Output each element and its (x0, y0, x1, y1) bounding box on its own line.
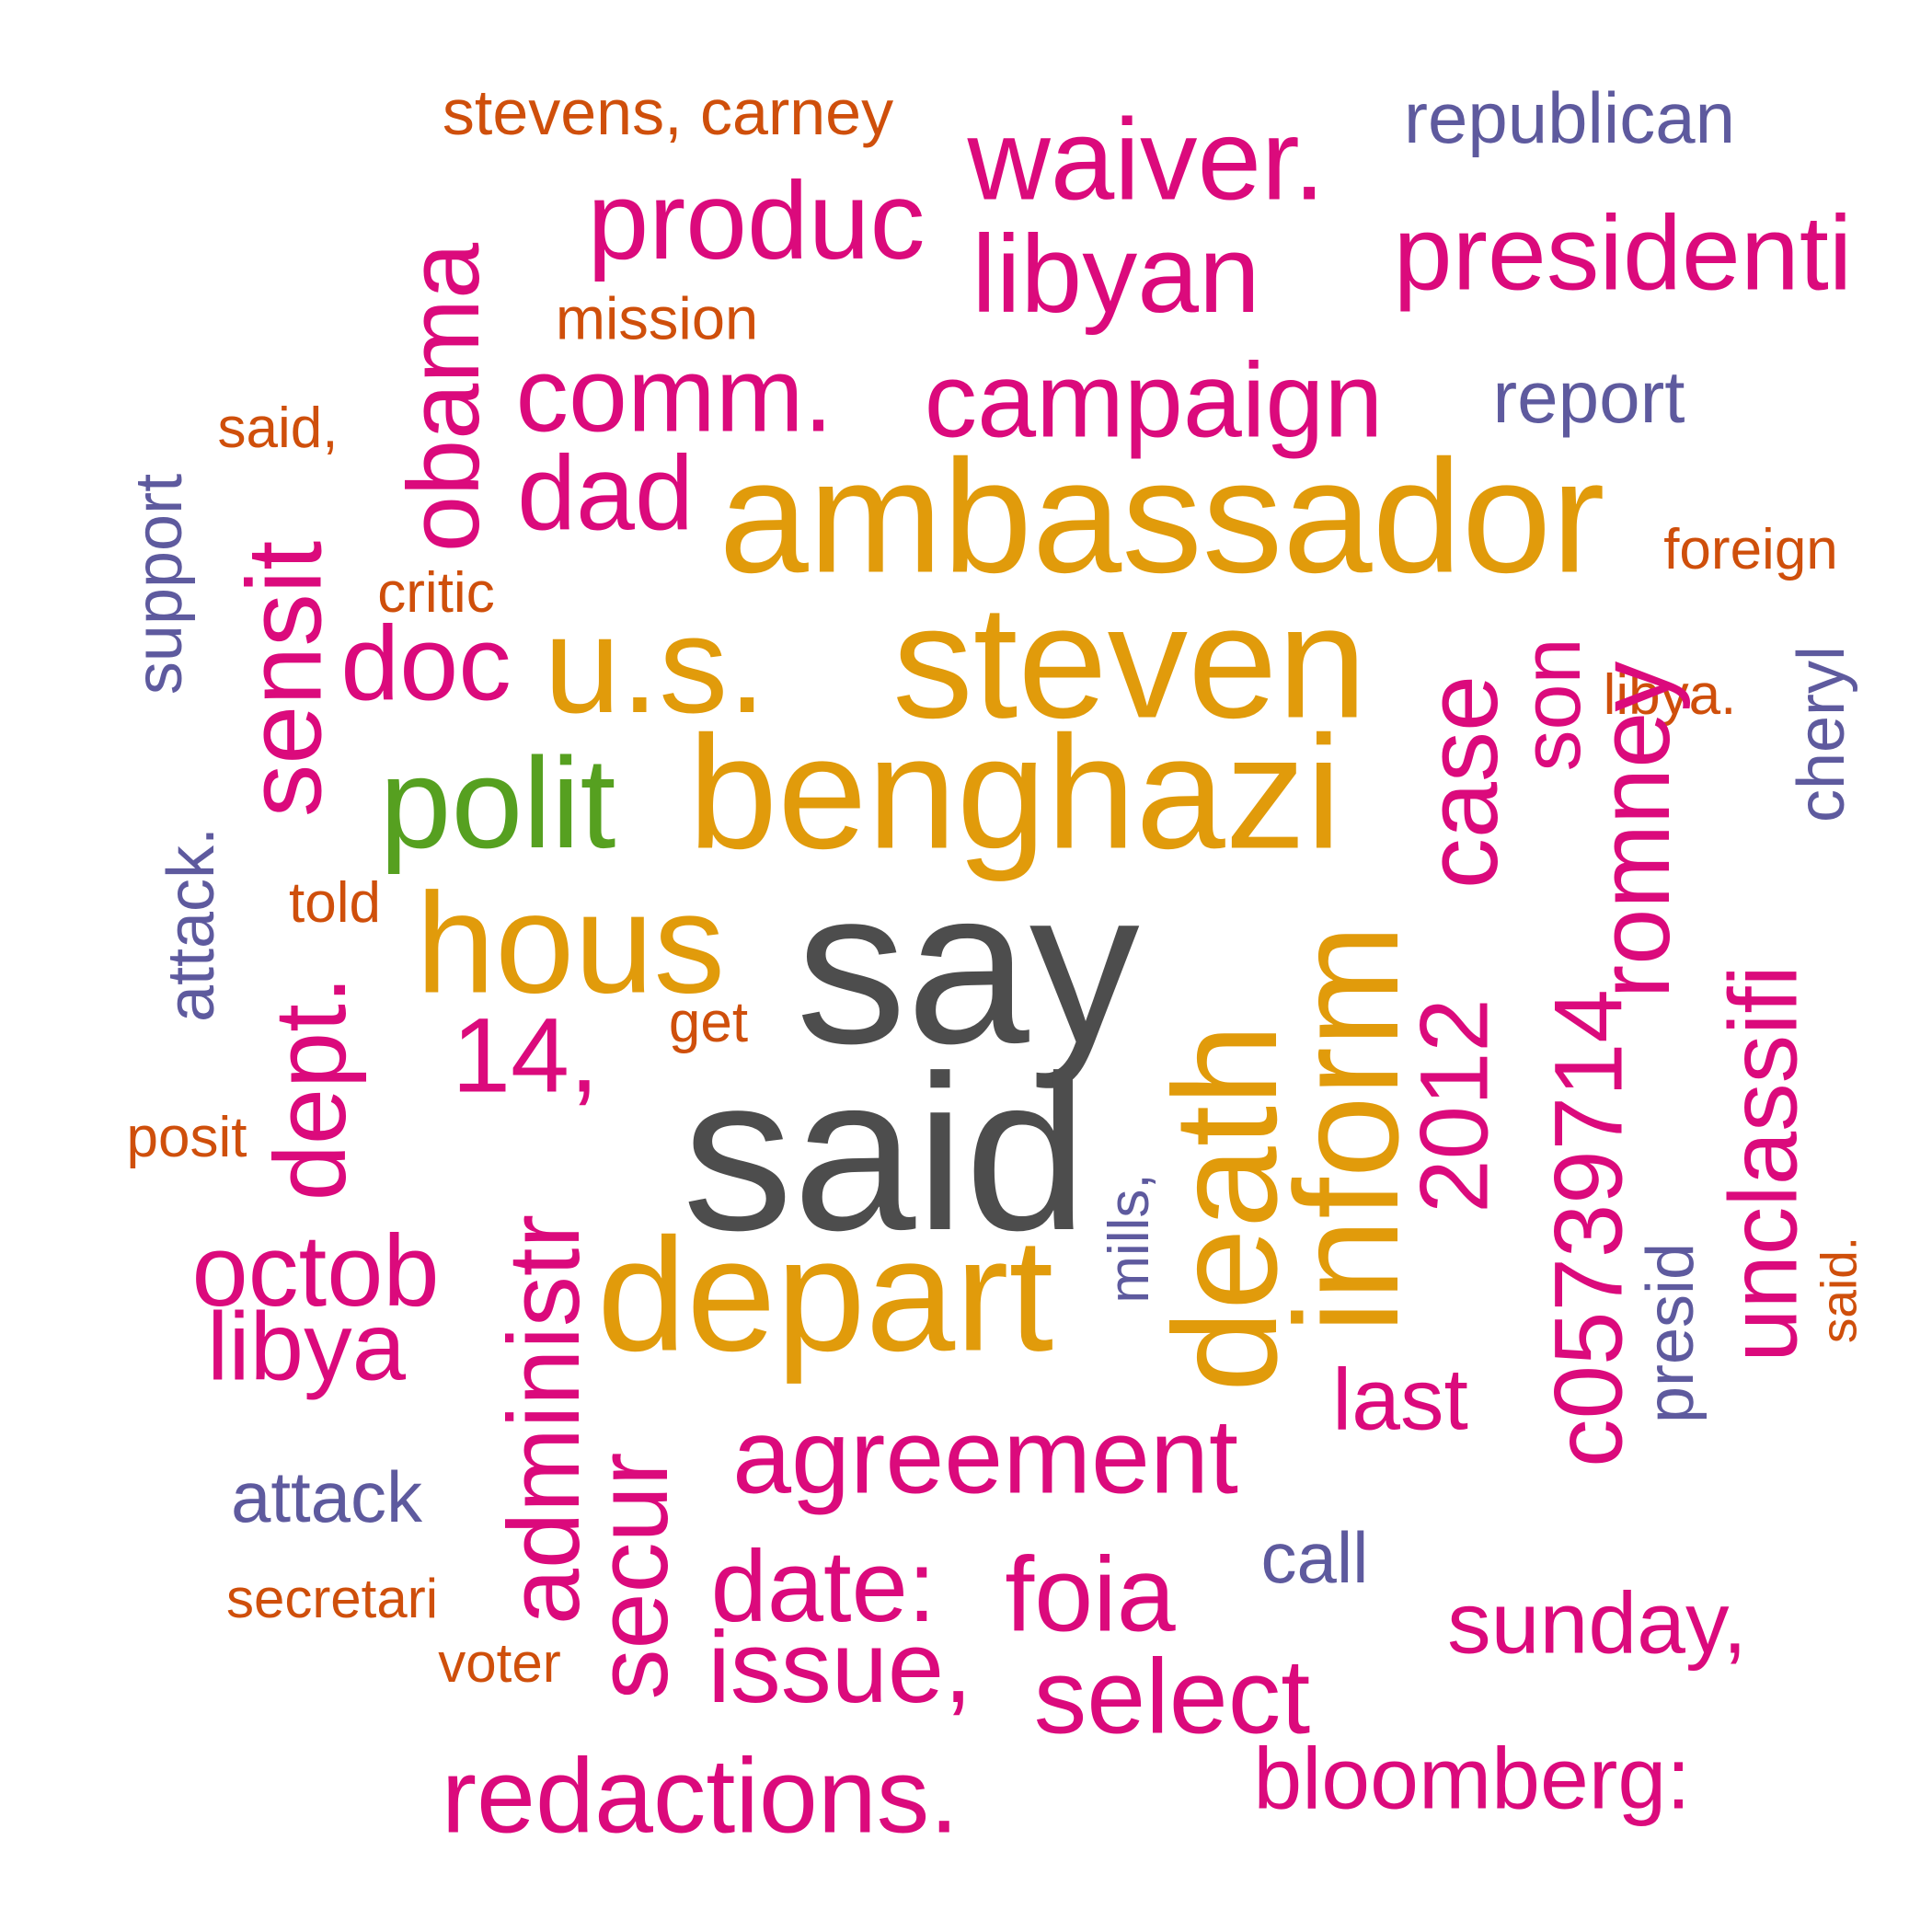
cloud-word: redactions. (441, 1737, 960, 1856)
cloud-word: told (289, 871, 381, 935)
cloud-word: sensit (225, 540, 344, 818)
cloud-word: u.s. (544, 587, 766, 742)
cloud-word: inform (1264, 924, 1429, 1334)
cloud-word: sunday, (1447, 1574, 1747, 1673)
cloud-word: republican (1404, 77, 1735, 158)
cloud-word: case (1406, 674, 1519, 890)
cloud-word: libya (207, 1293, 406, 1401)
cloud-word: octob (191, 1214, 440, 1328)
cloud-word: posit (126, 1106, 247, 1169)
cloud-word: 2012 (1400, 998, 1509, 1213)
cloud-word: romney (1578, 661, 1691, 999)
cloud-word: campaign (924, 341, 1384, 460)
cloud-word: call (1260, 1517, 1369, 1598)
cloud-word: say (796, 843, 1140, 1089)
cloud-word: libyan (972, 213, 1260, 336)
cloud-word: foia (1005, 1535, 1176, 1654)
cloud-word: doc (340, 604, 512, 723)
cloud-word: comm. (515, 336, 834, 454)
cloud-word: critic (377, 561, 495, 625)
cloud-word: presidenti (1393, 194, 1853, 313)
cloud-word: last (1332, 1351, 1468, 1449)
cloud-word: presid (1634, 1242, 1708, 1424)
cloud-word: hous (415, 863, 726, 1023)
cloud-word: obama (387, 242, 500, 553)
cloud-word: c05739714 (1535, 989, 1643, 1467)
cloud-word: said (682, 1029, 1088, 1276)
cloud-word: depart (596, 1205, 1054, 1386)
cloud-word: produc (587, 159, 926, 282)
cloud-word: support (122, 473, 196, 696)
cloud-word: issue, (707, 1611, 972, 1724)
cloud-word: libya. (1603, 663, 1737, 727)
cloud-word: steven (892, 572, 1367, 753)
cloud-word: secretari (225, 1568, 439, 1629)
cloud-word: date: (710, 1530, 937, 1643)
cloud-word: select (1033, 1638, 1311, 1756)
cloud-word: 14, (452, 996, 599, 1115)
cloud-word: dept. (254, 975, 367, 1202)
cloud-word: said, (217, 397, 339, 460)
cloud-word: voter (438, 1632, 561, 1694)
cloud-word: stevens, carney (442, 76, 894, 148)
cloud-word: secur (576, 1452, 689, 1700)
cloud-word: waiver. (967, 96, 1326, 224)
cloud-word: agreement (732, 1397, 1238, 1516)
cloud-word: cheryl (1785, 645, 1858, 823)
cloud-word: dad (517, 434, 694, 553)
cloud-word: ambassador (719, 427, 1605, 607)
cloud-word: attack (230, 1456, 423, 1537)
cloud-word: mills, (1098, 1173, 1161, 1304)
cloud-word: get (668, 991, 749, 1054)
cloud-word: bloomberg: (1253, 1730, 1691, 1828)
cloud-word: mission (555, 284, 759, 352)
cloud-word: benghazi (687, 703, 1342, 883)
cloud-word: said. (1810, 1236, 1868, 1344)
cloud-word: unclassifi (1709, 965, 1818, 1363)
cloud-word: report (1492, 356, 1685, 438)
cloud-word: polit (379, 730, 616, 875)
cloud-word: attack. (155, 826, 228, 1023)
cloud-word: foreign (1663, 518, 1838, 581)
